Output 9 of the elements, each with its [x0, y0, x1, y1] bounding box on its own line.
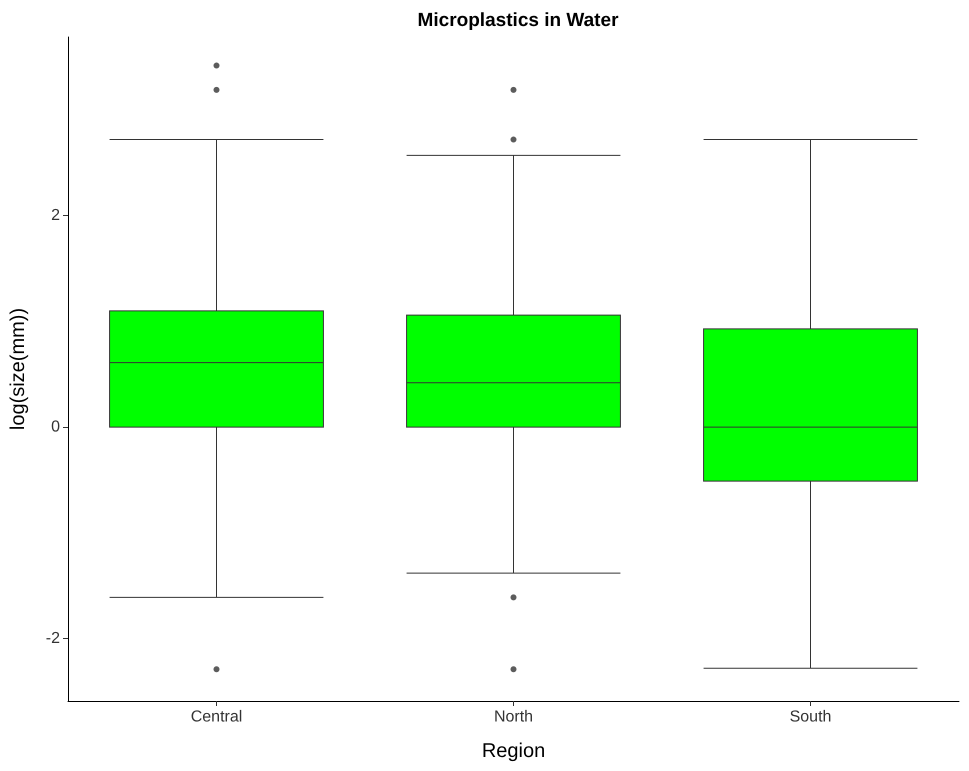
x-tick-label: North [494, 708, 534, 726]
x-tick-label: South [790, 708, 832, 726]
y-tick-label: -2 [46, 630, 60, 648]
y-tick-label: 0 [51, 418, 60, 436]
y-axis-title: log(size(mm)) [7, 308, 29, 430]
x-tick-label: Central [190, 708, 242, 726]
y-tick-label: 2 [51, 207, 60, 224]
x-axis-title: Region [482, 740, 546, 762]
chart-title: Microplastics in Water [418, 10, 620, 31]
